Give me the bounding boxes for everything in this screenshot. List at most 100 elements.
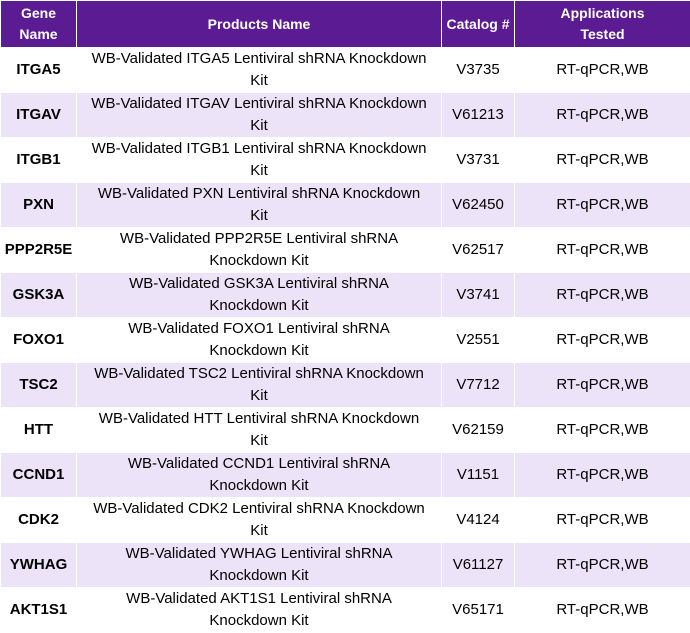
catalog-number-cell: V4124 xyxy=(442,498,515,543)
table-row: TSC2 WB-Validated TSC2 Lentiviral shRNA K… xyxy=(1,363,690,408)
header-applications-line2: Tested xyxy=(580,26,624,42)
product-name-line: WB-Validated FOXO1 Lentiviral shRNA xyxy=(128,320,389,337)
applications-cell: RT-qPCR,WB xyxy=(515,228,690,273)
catalog-number-cell: V62450 xyxy=(442,183,515,228)
catalog-number-cell: V65171 xyxy=(442,588,515,633)
gene-name-cell: PPP2R5E xyxy=(1,228,77,273)
catalog-number-cell: V61127 xyxy=(442,543,515,588)
catalog-number-cell: V3735 xyxy=(442,48,515,93)
table-body: ITGA5 WB-Validated ITGA5 Lentiviral shRNA… xyxy=(1,48,690,633)
product-name-cell: WB-Validated CDK2 Lentiviral shRNA Knock… xyxy=(77,498,442,543)
gene-name-cell: GSK3A xyxy=(1,273,77,318)
gene-name-cell: FOXO1 xyxy=(1,318,77,363)
header-catalog: Catalog # xyxy=(442,1,515,48)
table-header: Gene Name Products Name Catalog # Applic… xyxy=(1,1,690,48)
applications-cell: RT-qPCR,WB xyxy=(515,48,690,93)
product-name-line: WB-Validated ITGB1 Lentiviral shRNA Knoc… xyxy=(92,140,427,157)
applications-cell: RT-qPCR,WB xyxy=(515,273,690,318)
gene-name-cell: HTT xyxy=(1,408,77,453)
header-gene-line1: Gene xyxy=(21,5,56,21)
catalog-number-cell: V3731 xyxy=(442,138,515,183)
catalog-number-cell: V61213 xyxy=(442,93,515,138)
product-name-line: Kit xyxy=(250,162,268,179)
product-name-line: WB-Validated YWHAG Lentiviral shRNA xyxy=(125,545,392,562)
product-name-line: WB-Validated ITGAV Lentiviral shRNA Knoc… xyxy=(91,95,426,112)
product-name-line: Kit xyxy=(250,432,268,449)
applications-cell: RT-qPCR,WB xyxy=(515,363,690,408)
product-name-line: Kit xyxy=(250,207,268,224)
catalog-number-cell: V3741 xyxy=(442,273,515,318)
product-name-cell: WB-Validated CCND1 Lentiviral shRNA Knock… xyxy=(77,453,442,498)
product-name-line: Knockdown Kit xyxy=(209,477,308,494)
header-applications-tested: Applications Tested xyxy=(515,1,690,48)
applications-cell: RT-qPCR,WB xyxy=(515,318,690,363)
product-name-line: Kit xyxy=(250,72,268,89)
applications-cell: RT-qPCR,WB xyxy=(515,588,690,633)
gene-name-cell: PXN xyxy=(1,183,77,228)
applications-cell: RT-qPCR,WB xyxy=(515,183,690,228)
header-applications-line1: Applications xyxy=(560,5,644,21)
header-gene-name: Gene Name xyxy=(1,1,77,48)
product-name-line: Knockdown Kit xyxy=(209,297,308,314)
product-name-cell: WB-Validated ITGAV Lentiviral shRNA Knoc… xyxy=(77,93,442,138)
gene-name-cell: TSC2 xyxy=(1,363,77,408)
gene-name-cell: YWHAG xyxy=(1,543,77,588)
header-gene-line2: Name xyxy=(19,26,57,42)
catalog-number-cell: V62159 xyxy=(442,408,515,453)
product-name-cell: WB-Validated PXN Lentiviral shRNA Knockd… xyxy=(77,183,442,228)
applications-cell: RT-qPCR,WB xyxy=(515,93,690,138)
product-name-line: WB-Validated CDK2 Lentiviral shRNA Knock… xyxy=(93,500,425,517)
product-name-line: Knockdown Kit xyxy=(209,342,308,359)
gene-name-cell: CDK2 xyxy=(1,498,77,543)
product-name-cell: WB-Validated GSK3A Lentiviral shRNA Knock… xyxy=(77,273,442,318)
gene-name-cell: CCND1 xyxy=(1,453,77,498)
product-name-line: Knockdown Kit xyxy=(209,252,308,269)
gene-name-cell: ITGB1 xyxy=(1,138,77,183)
table-row: ITGA5 WB-Validated ITGA5 Lentiviral shRNA… xyxy=(1,48,690,93)
product-name-line: WB-Validated TSC2 Lentiviral shRNA Knock… xyxy=(94,365,424,382)
applications-cell: RT-qPCR,WB xyxy=(515,408,690,453)
header-products-name: Products Name xyxy=(77,1,442,48)
catalog-number-cell: V2551 xyxy=(442,318,515,363)
product-name-line: WB-Validated PXN Lentiviral shRNA Knockd… xyxy=(98,185,420,202)
applications-cell: RT-qPCR,WB xyxy=(515,138,690,183)
table-row: PXN WB-Validated PXN Lentiviral shRNA Kno… xyxy=(1,183,690,228)
product-name-cell: WB-Validated TSC2 Lentiviral shRNA Knock… xyxy=(77,363,442,408)
catalog-number-cell: V7712 xyxy=(442,363,515,408)
product-name-line: Knockdown Kit xyxy=(209,612,308,629)
product-name-cell: WB-Validated PPP2R5E Lentiviral shRNA Kno… xyxy=(77,228,442,273)
product-name-line: WB-Validated CCND1 Lentiviral shRNA xyxy=(128,455,390,472)
table-row: CDK2 WB-Validated CDK2 Lentiviral shRNA K… xyxy=(1,498,690,543)
applications-cell: RT-qPCR,WB xyxy=(515,543,690,588)
product-name-line: Kit xyxy=(250,387,268,404)
applications-cell: RT-qPCR,WB xyxy=(515,498,690,543)
product-name-line: WB-Validated ITGA5 Lentiviral shRNA Knoc… xyxy=(92,50,427,67)
table-row: ITGB1 WB-Validated ITGB1 Lentiviral shRNA… xyxy=(1,138,690,183)
product-name-line: WB-Validated GSK3A Lentiviral shRNA xyxy=(129,275,389,292)
product-name-line: WB-Validated HTT Lentiviral shRNA Knockd… xyxy=(99,410,419,427)
applications-cell: RT-qPCR,WB xyxy=(515,453,690,498)
product-name-cell: WB-Validated ITGA5 Lentiviral shRNA Knoc… xyxy=(77,48,442,93)
table-row: HTT WB-Validated HTT Lentiviral shRNA Kno… xyxy=(1,408,690,453)
catalog-number-cell: V1151 xyxy=(442,453,515,498)
product-name-line: Kit xyxy=(250,522,268,539)
product-name-line: WB-Validated AKT1S1 Lentiviral shRNA xyxy=(126,590,392,607)
product-name-cell: WB-Validated AKT1S1 Lentiviral shRNA Knoc… xyxy=(77,588,442,633)
gene-name-cell: ITGA5 xyxy=(1,48,77,93)
product-name-line: WB-Validated PPP2R5E Lentiviral shRNA xyxy=(120,230,398,247)
product-name-cell: WB-Validated YWHAG Lentiviral shRNA Knock… xyxy=(77,543,442,588)
product-name-line: Kit xyxy=(250,117,268,134)
catalog-number-cell: V62517 xyxy=(442,228,515,273)
product-name-cell: WB-Validated FOXO1 Lentiviral shRNA Knock… xyxy=(77,318,442,363)
product-name-line: Knockdown Kit xyxy=(209,567,308,584)
gene-name-cell: AKT1S1 xyxy=(1,588,77,633)
product-name-cell: WB-Validated HTT Lentiviral shRNA Knockd… xyxy=(77,408,442,453)
